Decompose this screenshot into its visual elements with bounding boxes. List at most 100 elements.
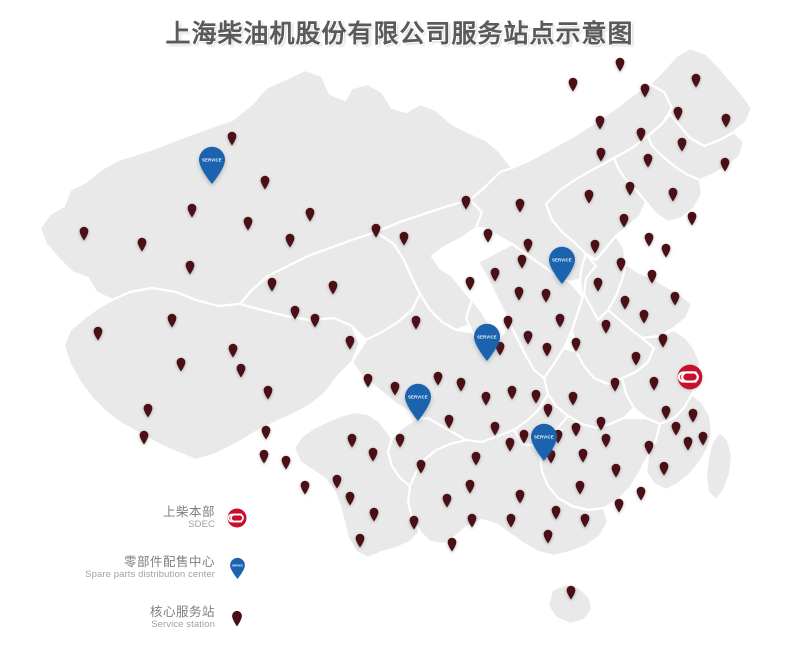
service-station-marker[interactable] [671,421,682,436]
service-station-marker[interactable] [517,254,528,269]
service-station-marker[interactable] [368,447,379,462]
service-station-marker[interactable] [596,416,607,431]
service-station-marker[interactable] [590,239,601,254]
service-station-marker[interactable] [79,226,90,241]
service-station-marker[interactable] [683,436,694,451]
service-station-marker[interactable] [490,267,501,282]
service-station-marker[interactable] [139,430,150,445]
service-station-marker[interactable] [433,371,444,386]
depot-central[interactable]: SERVICE [472,323,502,362]
service-station-marker[interactable] [647,269,658,284]
service-station-marker[interactable] [261,425,272,440]
service-station-marker[interactable] [363,373,374,388]
service-station-marker[interactable] [442,493,453,508]
service-station-marker[interactable] [593,277,604,292]
service-station-marker[interactable] [347,433,358,448]
service-station-marker[interactable] [584,189,595,204]
service-station-marker[interactable] [551,505,562,520]
service-station-marker[interactable] [515,198,526,213]
service-station-marker[interactable] [610,377,621,392]
service-station-marker[interactable] [542,342,553,357]
service-station-marker[interactable] [541,288,552,303]
service-station-marker[interactable] [355,533,366,548]
service-station-marker[interactable] [649,376,660,391]
service-station-marker[interactable] [260,175,271,190]
service-station-marker[interactable] [640,83,651,98]
service-station-marker[interactable] [490,421,501,436]
service-station-marker[interactable] [467,513,478,528]
service-station-marker[interactable] [523,238,534,253]
service-station-marker[interactable] [371,223,382,238]
service-station-marker[interactable] [411,315,422,330]
service-station-marker[interactable] [332,474,343,489]
service-station-marker[interactable] [505,437,516,452]
service-station-marker[interactable] [227,131,238,146]
depot-urumqi[interactable]: SERVICE [197,146,227,185]
service-station-marker[interactable] [644,440,655,455]
service-station-marker[interactable] [688,408,699,423]
service-station-marker[interactable] [643,153,654,168]
service-station-marker[interactable] [243,216,254,231]
service-station-marker[interactable] [481,391,492,406]
service-station-marker[interactable] [137,237,148,252]
service-station-marker[interactable] [461,195,472,210]
service-station-marker[interactable] [601,319,612,334]
service-station-marker[interactable] [620,295,631,310]
service-station-marker[interactable] [555,313,566,328]
service-station-marker[interactable] [290,305,301,320]
service-station-marker[interactable] [673,106,684,121]
service-station-marker[interactable] [416,459,427,474]
service-station-marker[interactable] [571,422,582,437]
service-station-marker[interactable] [721,113,732,128]
service-station-marker[interactable] [578,448,589,463]
service-station-marker[interactable] [619,213,630,228]
service-station-marker[interactable] [698,431,709,446]
service-station-marker[interactable] [523,330,534,345]
service-station-marker[interactable] [677,137,688,152]
service-station-marker[interactable] [720,157,731,172]
service-station-marker[interactable] [143,403,154,418]
service-station-marker[interactable] [636,127,647,142]
service-station-marker[interactable] [531,389,542,404]
service-station-marker[interactable] [507,385,518,400]
service-station-marker[interactable] [580,513,591,528]
service-station-marker[interactable] [483,228,494,243]
service-station-marker[interactable] [639,309,650,324]
service-station-marker[interactable] [390,381,401,396]
service-station-marker[interactable] [267,277,278,292]
depot-chengdu[interactable]: SERVICE [403,383,433,422]
service-station-marker[interactable] [659,461,670,476]
service-station-marker[interactable] [670,291,681,306]
service-station-marker[interactable] [259,449,270,464]
service-station-marker[interactable] [566,585,577,600]
service-station-marker[interactable] [571,337,582,352]
service-station-marker[interactable] [519,429,530,444]
service-station-marker[interactable] [506,513,517,528]
service-station-marker[interactable] [187,203,198,218]
service-station-marker[interactable] [93,326,104,341]
service-station-marker[interactable] [515,489,526,504]
service-station-marker[interactable] [596,147,607,162]
service-station-marker[interactable] [409,515,420,530]
service-station-marker[interactable] [503,315,514,330]
service-station-marker[interactable] [167,313,178,328]
service-station-marker[interactable] [310,313,321,328]
service-station-marker[interactable] [616,257,627,272]
service-station-marker[interactable] [395,433,406,448]
service-station-marker[interactable] [514,286,525,301]
depot-beijing[interactable]: SERVICE [547,246,577,285]
service-station-marker[interactable] [615,57,626,72]
service-station-marker[interactable] [595,115,606,130]
service-station-marker[interactable] [543,403,554,418]
service-station-marker[interactable] [305,207,316,222]
service-station-marker[interactable] [444,414,455,429]
service-station-marker[interactable] [236,363,247,378]
service-station-marker[interactable] [465,276,476,291]
service-station-marker[interactable] [285,233,296,248]
service-station-marker[interactable] [345,335,356,350]
service-station-marker[interactable] [281,455,292,470]
service-station-marker[interactable] [687,211,698,226]
service-station-marker[interactable] [644,232,655,247]
service-station-marker[interactable] [456,377,467,392]
service-station-marker[interactable] [661,405,672,420]
